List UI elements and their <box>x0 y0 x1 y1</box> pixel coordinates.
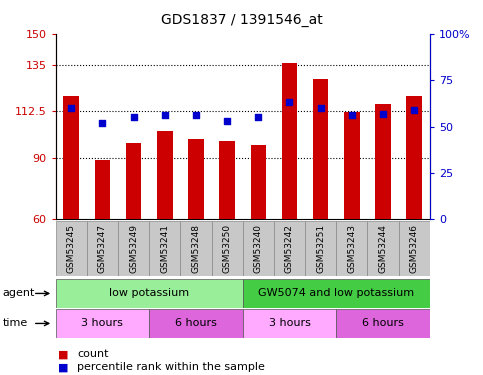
Point <box>192 112 200 118</box>
Bar <box>398 221 430 276</box>
Text: GSM53245: GSM53245 <box>67 224 76 273</box>
Point <box>317 105 325 111</box>
Text: time: time <box>2 318 28 328</box>
Bar <box>149 309 242 338</box>
Text: GSM53244: GSM53244 <box>379 224 387 273</box>
Bar <box>282 63 298 219</box>
Bar <box>407 96 422 219</box>
Bar <box>219 141 235 219</box>
Bar <box>157 131 172 219</box>
Text: 6 hours: 6 hours <box>362 318 404 328</box>
Bar <box>95 160 110 219</box>
Bar <box>251 145 266 219</box>
Bar <box>336 309 430 338</box>
Bar <box>375 104 391 219</box>
Text: GSM53241: GSM53241 <box>160 224 169 273</box>
Bar <box>212 221 243 276</box>
Bar <box>87 221 118 276</box>
Point <box>99 120 106 126</box>
Text: GSM53242: GSM53242 <box>285 224 294 273</box>
Text: GSM53249: GSM53249 <box>129 224 138 273</box>
Text: count: count <box>77 350 109 359</box>
Bar <box>274 221 305 276</box>
Bar <box>313 79 328 219</box>
Bar <box>118 221 149 276</box>
Point <box>379 111 387 117</box>
Text: GSM53246: GSM53246 <box>410 224 419 273</box>
Bar <box>149 221 180 276</box>
Text: 3 hours: 3 hours <box>269 318 311 328</box>
Bar <box>180 221 212 276</box>
Text: agent: agent <box>2 288 35 298</box>
Text: GSM53247: GSM53247 <box>98 224 107 273</box>
Text: 3 hours: 3 hours <box>82 318 123 328</box>
Bar <box>56 221 87 276</box>
Point <box>285 99 293 105</box>
Bar <box>336 221 368 276</box>
Bar <box>242 309 336 338</box>
Bar <box>188 139 204 219</box>
Bar <box>368 221 398 276</box>
Text: ■: ■ <box>58 363 69 372</box>
Text: low potassium: low potassium <box>109 288 189 298</box>
Text: ■: ■ <box>58 350 69 359</box>
Point <box>411 107 418 113</box>
Point <box>161 112 169 118</box>
Text: GSM53243: GSM53243 <box>347 224 356 273</box>
Text: GW5074 and low potassium: GW5074 and low potassium <box>258 288 414 298</box>
Text: GSM53240: GSM53240 <box>254 224 263 273</box>
Text: percentile rank within the sample: percentile rank within the sample <box>77 363 265 372</box>
Point <box>348 112 356 118</box>
Bar <box>56 279 242 308</box>
Text: GSM53248: GSM53248 <box>191 224 200 273</box>
Bar <box>242 221 274 276</box>
Text: GSM53250: GSM53250 <box>223 224 232 273</box>
Point <box>67 105 75 111</box>
Bar <box>242 279 430 308</box>
Bar <box>126 143 142 219</box>
Point <box>223 118 231 124</box>
Text: GSM53251: GSM53251 <box>316 224 325 273</box>
Text: 6 hours: 6 hours <box>175 318 217 328</box>
Bar <box>63 96 79 219</box>
Point <box>129 114 137 120</box>
Bar <box>344 112 360 219</box>
Point <box>255 114 262 120</box>
Bar <box>56 309 149 338</box>
Bar <box>305 221 336 276</box>
Text: GDS1837 / 1391546_at: GDS1837 / 1391546_at <box>161 13 322 27</box>
